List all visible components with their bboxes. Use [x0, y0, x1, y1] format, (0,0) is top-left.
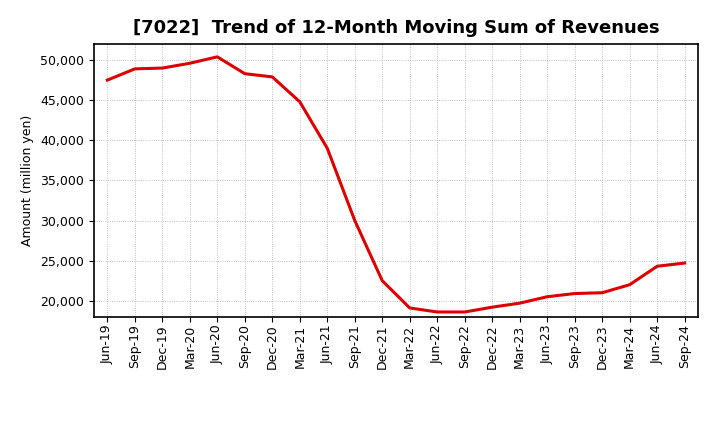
Title: [7022]  Trend of 12-Month Moving Sum of Revenues: [7022] Trend of 12-Month Moving Sum of R…	[132, 19, 660, 37]
Y-axis label: Amount (million yen): Amount (million yen)	[22, 115, 35, 246]
